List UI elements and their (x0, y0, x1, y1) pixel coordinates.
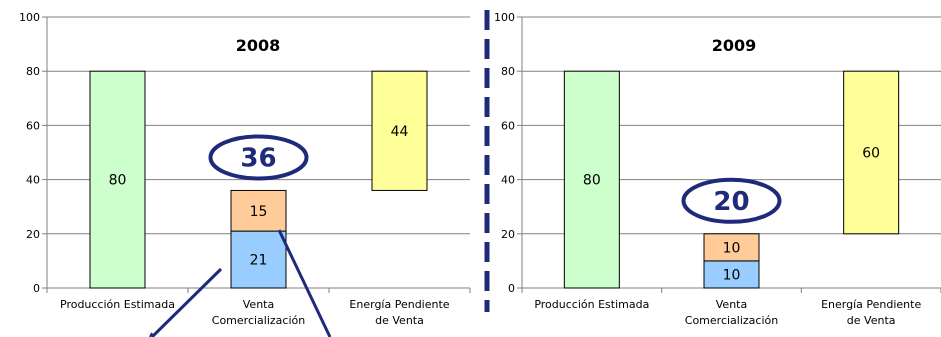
bar-segment (703, 260, 760, 289)
bar-segment (230, 230, 287, 289)
callout-bubble (681, 177, 782, 224)
connector-tick (149, 332, 153, 337)
category-label: Venta (243, 298, 274, 311)
bar-segment (371, 70, 428, 191)
y-tick-label: 60 (26, 119, 40, 132)
data-label: 21 (250, 253, 268, 269)
category-label: Comercialización (685, 314, 778, 327)
bar-segment (843, 70, 900, 235)
connector-line-left (150, 267, 223, 337)
category-label: de Venta (375, 314, 424, 327)
bar-segment (89, 70, 146, 289)
category-label: de Venta (847, 314, 896, 327)
data-label: 80 (109, 173, 127, 189)
y-tick-label: 80 (26, 65, 40, 78)
data-label: 10 (723, 267, 741, 283)
y-tick-label: 40 (501, 174, 515, 187)
connector-line-right (277, 229, 332, 337)
y-tick-label: 60 (501, 119, 515, 132)
y-tick-label: 100 (494, 11, 515, 24)
category-label: Comercialización (212, 314, 305, 327)
data-label: 44 (391, 124, 409, 140)
category-label: Producción Estimada (60, 298, 175, 311)
chart-2009: 0 20 40 60 80 100 Producción Estimada Venta Come… (494, 11, 941, 327)
data-label: 10 (723, 240, 741, 256)
category-label: Venta (716, 298, 747, 311)
bar-segment (230, 189, 287, 232)
y-tick-label: 20 (501, 228, 515, 241)
y-tick-label: 80 (501, 65, 515, 78)
bar-segment (563, 70, 620, 289)
bar-segment (703, 233, 760, 262)
y-tick-label: 100 (19, 11, 40, 24)
data-label: 15 (250, 204, 268, 220)
category-label: Producción Estimada (534, 298, 649, 311)
category-label: Energía Pendiente (821, 298, 921, 311)
callout-label: 20 (713, 187, 749, 217)
chart-title: 2009 (712, 36, 757, 55)
chart-title: 2008 (236, 36, 281, 55)
y-tick-label: 0 (33, 282, 40, 295)
y-tick-label: 40 (26, 174, 40, 187)
y-tick-label: 20 (26, 228, 40, 241)
zoom-connector-lines (149, 229, 332, 337)
chart-2008: 0 20 40 60 80 100 Producción Estimada Venta Come… (19, 11, 471, 327)
data-label: 60 (862, 146, 880, 162)
category-label: Energía Pendiente (349, 298, 449, 311)
y-tick-label: 0 (508, 282, 515, 295)
callout-label: 36 (240, 143, 276, 173)
callout-bubble (208, 134, 309, 181)
data-label: 80 (583, 173, 601, 189)
